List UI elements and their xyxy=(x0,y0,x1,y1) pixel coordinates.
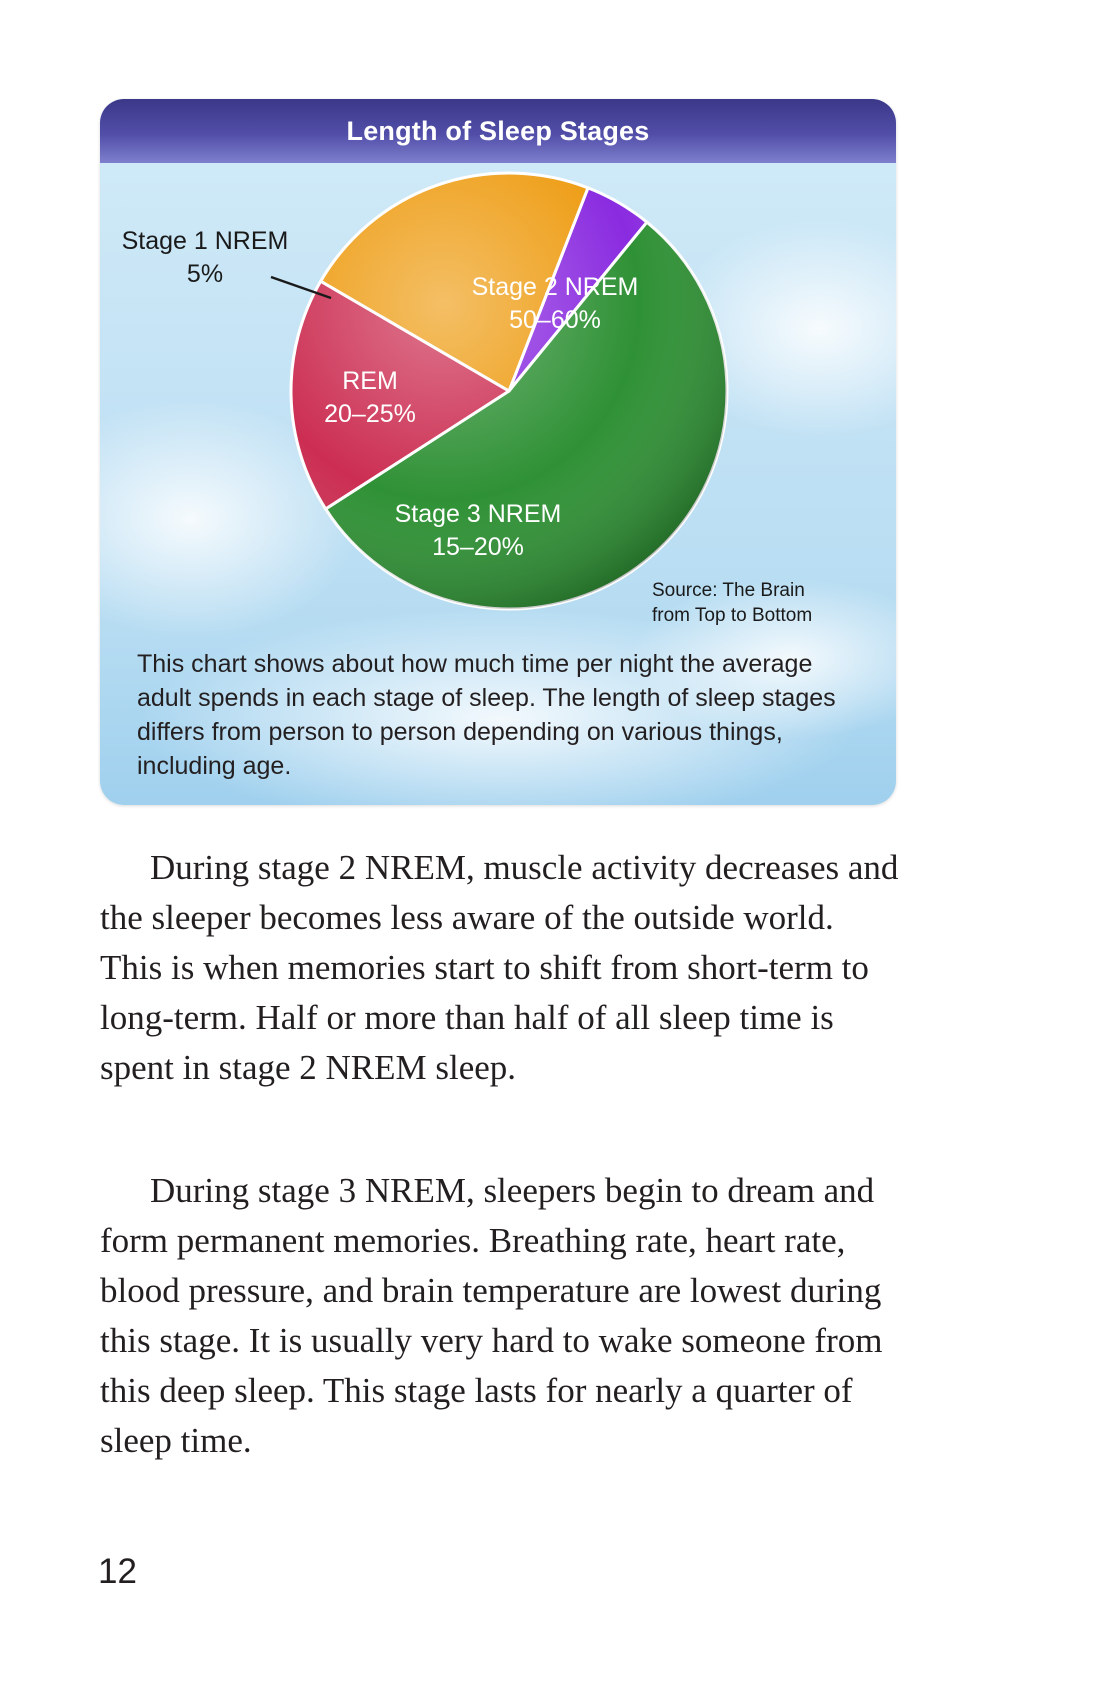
chart-panel: Length of Sleep Stages Stage 1 NREM 5% Sta… xyxy=(100,99,896,805)
slice-label-rem: REM 20–25% xyxy=(324,367,416,428)
chart-title: Length of Sleep Stages xyxy=(100,99,896,163)
chart-caption: This chart shows about how much time per… xyxy=(137,650,836,780)
chart-source-note: Source: The Brain from Top to Bottom xyxy=(652,580,812,626)
body-paragraph-2: During stage 3 NREM, sleepers begin to d… xyxy=(100,1171,883,1460)
page-number: 12 xyxy=(98,1552,137,1591)
cloud-decoration xyxy=(100,219,896,805)
slice-label-stage-3-nrem: Stage 3 NREM 15–20% xyxy=(395,500,562,561)
slice-label-stage-2-nrem: Stage 2 NREM 50–60% xyxy=(472,273,639,334)
stage1-leader-line xyxy=(270,275,332,300)
slice-label-stage-1-nrem: Stage 1 NREM 5% xyxy=(122,227,289,288)
body-paragraph-1: During stage 2 NREM, muscle activity dec… xyxy=(100,848,899,1087)
